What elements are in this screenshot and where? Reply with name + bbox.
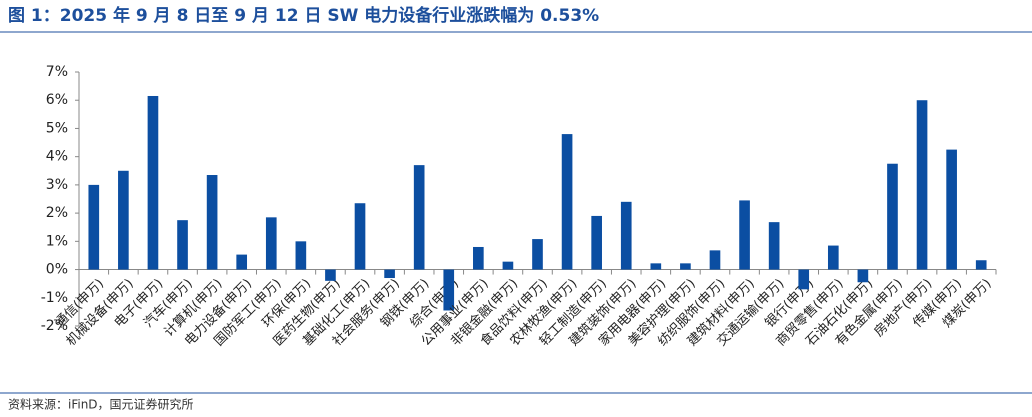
bar [768, 222, 780, 270]
bar [532, 239, 543, 270]
bar [384, 269, 395, 279]
bar [680, 263, 691, 270]
bar [857, 269, 869, 283]
bar [620, 201, 632, 270]
bar [265, 217, 277, 270]
y-tick-label: 1% [46, 233, 68, 249]
bar [177, 220, 188, 270]
bar [827, 245, 839, 270]
y-tick-label: -1% [41, 290, 68, 306]
bar [325, 269, 336, 281]
y-tick-label: 2% [46, 205, 68, 221]
bar [916, 100, 928, 270]
bar [206, 175, 218, 270]
bar [946, 149, 957, 270]
bar [739, 200, 750, 270]
bar [88, 184, 100, 270]
bar [591, 215, 602, 270]
bar [975, 260, 987, 270]
bar [236, 254, 248, 270]
bar [798, 269, 810, 290]
bar [295, 241, 307, 270]
bar [354, 203, 366, 270]
bar [502, 261, 514, 270]
y-tick-label: 4% [46, 149, 68, 165]
bar [147, 95, 159, 270]
bar [650, 263, 662, 270]
y-tick-label: 5% [46, 120, 68, 136]
bar [561, 134, 573, 270]
y-tick-label: -2% [41, 318, 68, 334]
bar [709, 250, 721, 270]
bar [413, 165, 425, 270]
bar [887, 163, 898, 270]
source: 资料来源：iFinD，国元证券研究所 [8, 397, 194, 412]
chart-title: 图 1：2025 年 9 月 8 日至 9 月 12 日 SW 电力设备行业涨跌… [8, 5, 599, 26]
y-tick-label: 7% [46, 64, 68, 80]
bar [118, 170, 129, 270]
y-tick-label: 0% [46, 262, 68, 278]
y-tick-label: 6% [46, 92, 68, 108]
y-tick-label: 3% [46, 177, 68, 193]
bar [473, 246, 484, 270]
bar [443, 269, 455, 311]
